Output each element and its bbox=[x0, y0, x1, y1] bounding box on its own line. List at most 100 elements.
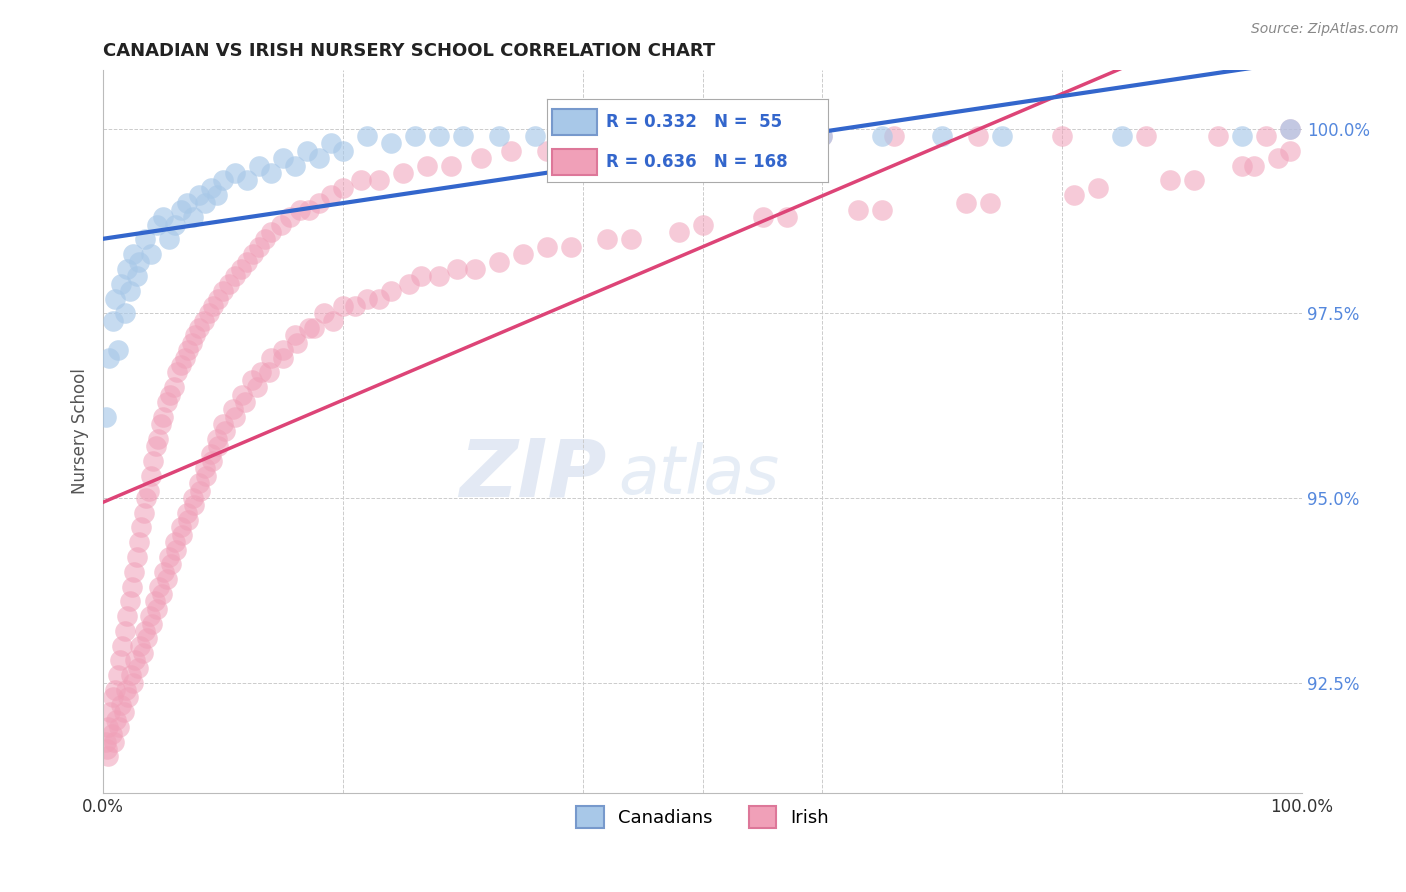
Point bbox=[231, 387, 253, 401]
Point bbox=[200, 181, 222, 195]
Point bbox=[122, 675, 145, 690]
Point bbox=[398, 277, 420, 291]
Point bbox=[176, 506, 198, 520]
Point bbox=[464, 262, 486, 277]
Point bbox=[229, 262, 252, 277]
Point bbox=[165, 218, 187, 232]
Point bbox=[201, 454, 224, 468]
Point bbox=[139, 468, 162, 483]
Point bbox=[212, 284, 235, 298]
Point bbox=[129, 639, 152, 653]
Point bbox=[122, 247, 145, 261]
Point bbox=[247, 159, 270, 173]
Point bbox=[188, 321, 211, 335]
Point bbox=[1182, 173, 1205, 187]
Point bbox=[224, 409, 246, 424]
Point bbox=[440, 159, 463, 173]
Point bbox=[97, 749, 120, 764]
Point bbox=[1254, 129, 1277, 144]
Point bbox=[332, 144, 354, 158]
Point bbox=[118, 284, 141, 298]
Point bbox=[247, 240, 270, 254]
Point bbox=[257, 366, 280, 380]
Text: Source: ZipAtlas.com: Source: ZipAtlas.com bbox=[1251, 22, 1399, 37]
Point bbox=[811, 129, 834, 144]
Point bbox=[138, 483, 160, 498]
Point bbox=[221, 402, 243, 417]
Point bbox=[356, 292, 378, 306]
Point bbox=[115, 683, 138, 698]
Point bbox=[236, 173, 259, 187]
Point bbox=[103, 734, 125, 748]
Point bbox=[165, 535, 187, 549]
Point bbox=[288, 202, 311, 217]
Point bbox=[160, 558, 183, 572]
Point bbox=[404, 129, 426, 144]
Point bbox=[152, 211, 174, 225]
Point bbox=[250, 366, 273, 380]
Point bbox=[312, 306, 335, 320]
Point bbox=[163, 380, 186, 394]
Point bbox=[173, 351, 195, 365]
Point bbox=[125, 269, 148, 284]
Point bbox=[143, 594, 166, 608]
Point bbox=[165, 542, 187, 557]
Point bbox=[166, 366, 188, 380]
Point bbox=[872, 129, 894, 144]
Point bbox=[172, 528, 194, 542]
Point bbox=[512, 247, 534, 261]
Point bbox=[156, 395, 179, 409]
Point bbox=[170, 520, 193, 534]
Point bbox=[124, 565, 146, 579]
Point bbox=[188, 476, 211, 491]
Point bbox=[193, 314, 215, 328]
Point bbox=[1279, 121, 1302, 136]
Point bbox=[212, 417, 235, 431]
Point bbox=[96, 742, 118, 756]
Point bbox=[127, 661, 149, 675]
Point bbox=[260, 225, 283, 239]
Point bbox=[872, 202, 894, 217]
Point bbox=[350, 173, 373, 187]
Point bbox=[811, 129, 834, 144]
Text: CANADIAN VS IRISH NURSERY SCHOOL CORRELATION CHART: CANADIAN VS IRISH NURSERY SCHOOL CORRELA… bbox=[103, 42, 716, 60]
Point bbox=[157, 232, 180, 246]
Point bbox=[416, 159, 439, 173]
Point bbox=[118, 594, 141, 608]
Point bbox=[153, 565, 176, 579]
Point bbox=[200, 447, 222, 461]
Point bbox=[117, 690, 139, 705]
Point bbox=[571, 129, 593, 144]
Point bbox=[470, 151, 492, 165]
Point bbox=[367, 292, 389, 306]
Point bbox=[242, 247, 264, 261]
Point bbox=[260, 351, 283, 365]
Point bbox=[149, 417, 172, 431]
Point bbox=[523, 129, 546, 144]
Point bbox=[207, 292, 229, 306]
Point bbox=[271, 343, 294, 358]
Point bbox=[751, 211, 773, 225]
Point bbox=[148, 432, 170, 446]
Point bbox=[319, 136, 342, 151]
Point bbox=[107, 668, 129, 682]
Point bbox=[488, 129, 510, 144]
Point bbox=[100, 727, 122, 741]
Point bbox=[233, 395, 256, 409]
Point bbox=[392, 166, 415, 180]
Point bbox=[427, 129, 450, 144]
Point bbox=[134, 624, 156, 638]
Point bbox=[156, 572, 179, 586]
Point bbox=[104, 292, 127, 306]
Point bbox=[620, 129, 643, 144]
Point bbox=[107, 720, 129, 734]
Point bbox=[1206, 129, 1229, 144]
Point bbox=[488, 254, 510, 268]
Point bbox=[451, 129, 474, 144]
Point bbox=[285, 335, 308, 350]
Point bbox=[159, 387, 181, 401]
Point bbox=[991, 129, 1014, 144]
Point bbox=[668, 129, 690, 144]
Point bbox=[101, 314, 124, 328]
Point bbox=[142, 454, 165, 468]
